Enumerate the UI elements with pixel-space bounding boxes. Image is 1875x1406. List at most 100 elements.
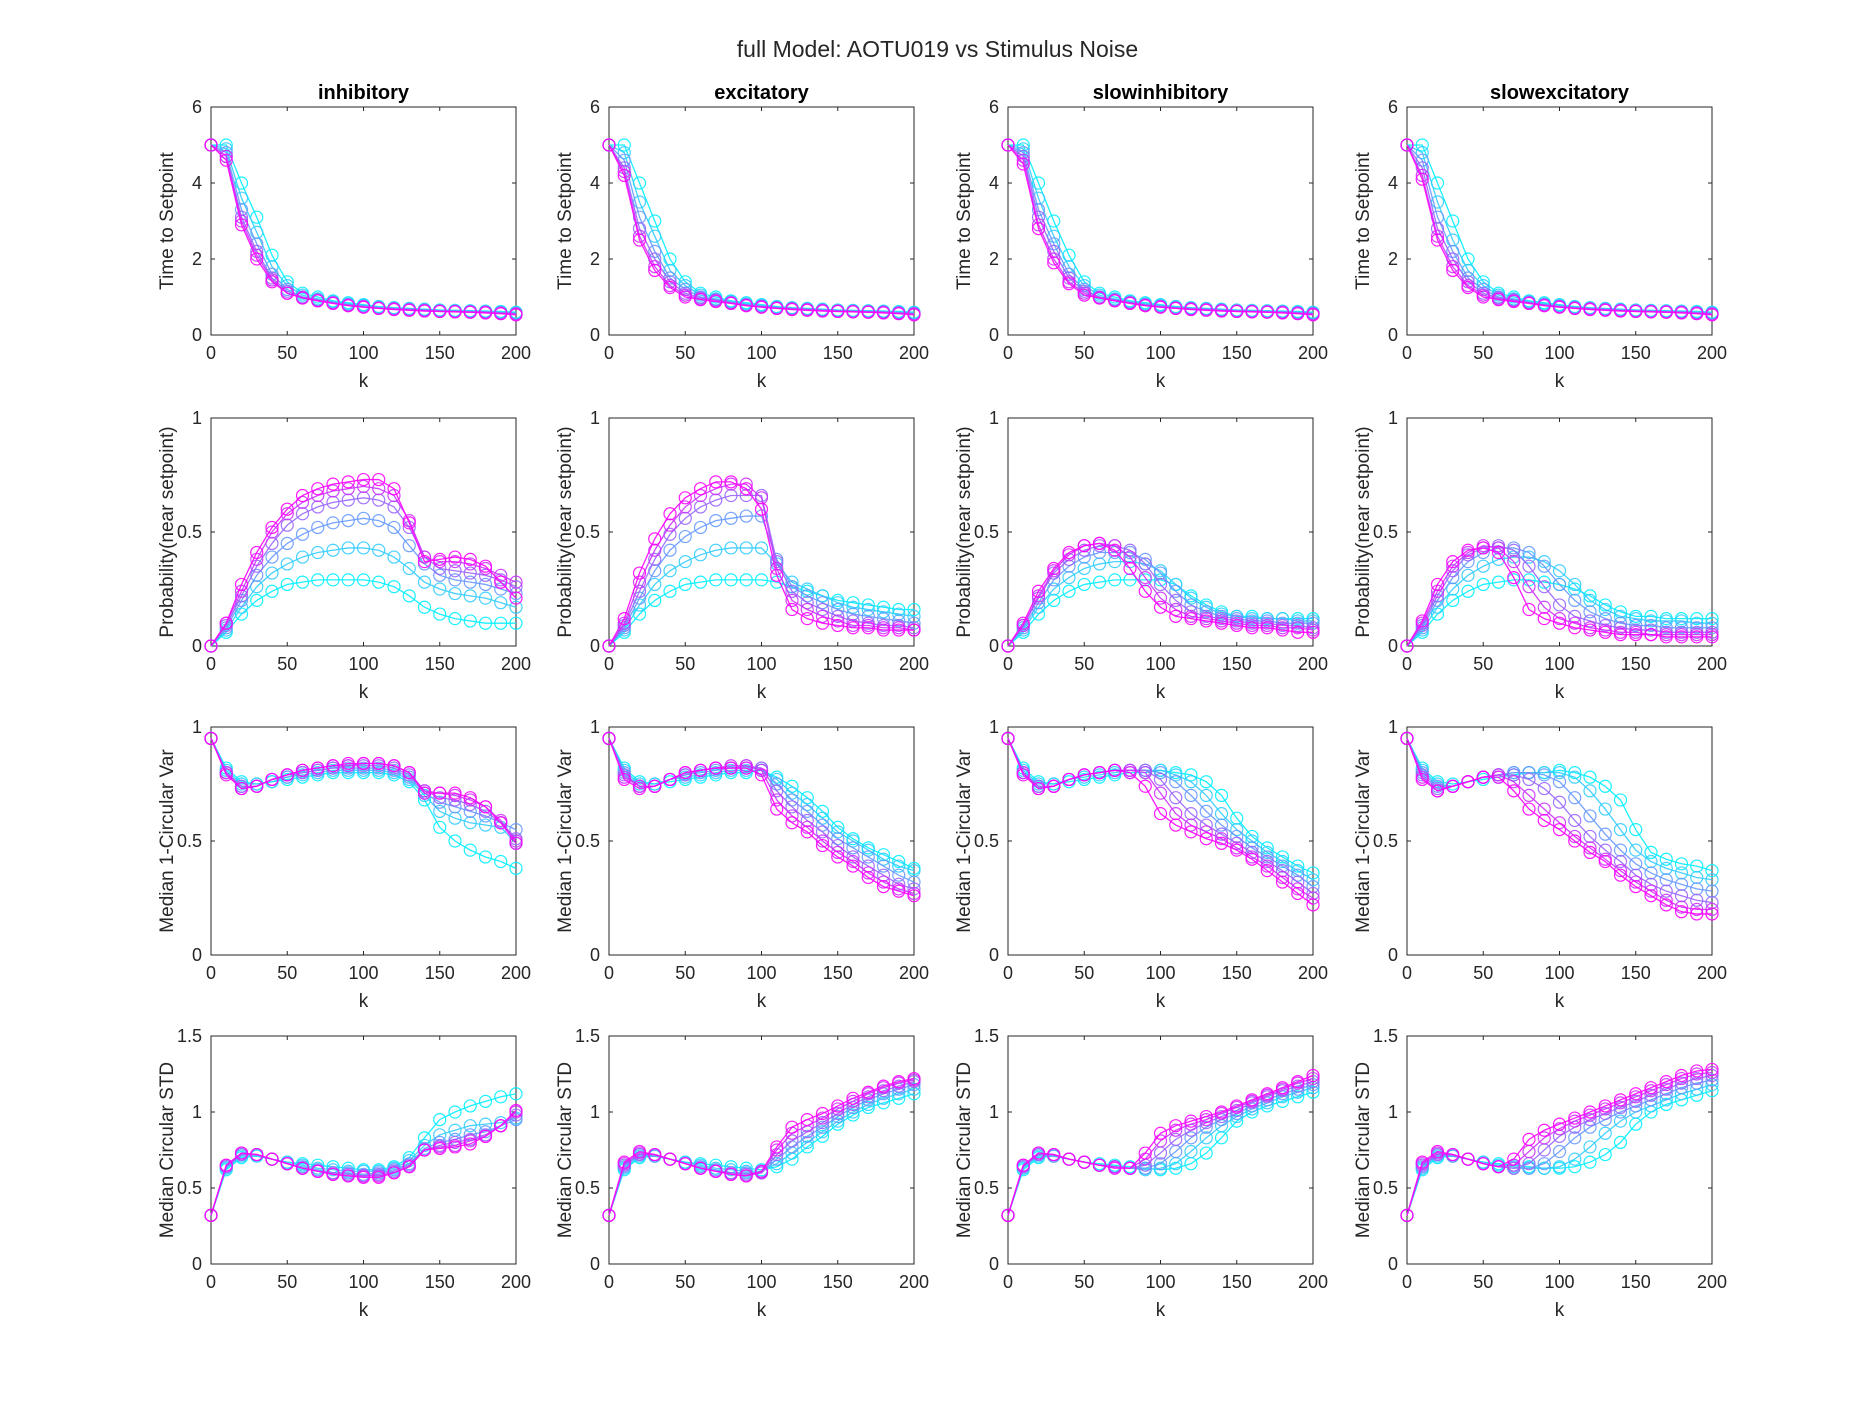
data-point-marker <box>663 252 677 266</box>
y-tick-label: 4 <box>1388 173 1398 193</box>
data-point-marker <box>907 623 921 637</box>
data-point-marker <box>417 786 432 800</box>
data-point-marker <box>1598 1147 1612 1162</box>
data-point-marker <box>417 575 432 589</box>
data-point-marker <box>602 731 616 746</box>
data-point-marker <box>1092 545 1107 560</box>
y-tick-label: 0 <box>590 325 600 345</box>
data-point-marker <box>1062 570 1076 585</box>
data-point-marker <box>372 543 386 557</box>
data-point-marker <box>1123 296 1137 311</box>
data-point-marker <box>1446 214 1460 228</box>
data-point-marker <box>509 575 523 589</box>
data-point-marker <box>295 575 310 589</box>
data-point-marker <box>1522 545 1536 560</box>
data-point-marker <box>1461 775 1475 789</box>
data-point-marker <box>1568 791 1582 805</box>
data-point-marker <box>433 1141 447 1156</box>
x-tick-label: 100 <box>1544 654 1574 674</box>
data-point-marker <box>1613 1093 1628 1107</box>
data-point-marker <box>280 507 294 521</box>
data-point-marker <box>1230 822 1244 837</box>
data-point-marker <box>463 797 477 812</box>
data-point-marker <box>1108 1161 1122 1175</box>
data-point-marker <box>1674 1068 1689 1083</box>
data-point-marker <box>1613 854 1628 869</box>
data-point-marker <box>1092 536 1107 551</box>
data-point-marker <box>739 573 753 587</box>
data-point-marker <box>1184 768 1198 782</box>
x-axis-label: k <box>359 371 369 392</box>
data-point-marker <box>1659 630 1673 644</box>
series-6 <box>602 1071 921 1222</box>
data-point-marker <box>1153 772 1168 787</box>
data-point-marker <box>1583 302 1597 317</box>
data-point-marker <box>648 229 662 243</box>
data-point-marker <box>1568 770 1582 784</box>
data-point-marker <box>494 616 508 630</box>
data-point-marker <box>632 1144 647 1159</box>
data-point-marker <box>311 545 325 560</box>
data-point-marker <box>648 543 662 557</box>
data-point-marker <box>907 889 921 903</box>
data-point-marker <box>678 290 692 304</box>
data-point-marker <box>295 488 310 503</box>
data-point-marker <box>1598 802 1612 816</box>
y-tick-label: 0 <box>590 1254 600 1274</box>
data-point-marker <box>663 280 677 295</box>
data-point-marker <box>1674 877 1689 891</box>
data-point-marker <box>1184 1114 1198 1128</box>
data-point-marker <box>463 1099 477 1113</box>
data-point-marker <box>617 138 631 152</box>
data-point-marker <box>1214 807 1229 821</box>
data-point-marker <box>785 302 799 317</box>
data-point-marker <box>1491 541 1506 555</box>
data-point-marker <box>876 875 891 889</box>
data-point-marker <box>1214 836 1229 850</box>
y-tick-label: 1 <box>1388 717 1398 737</box>
data-point-marker <box>1001 138 1015 152</box>
series-line <box>608 547 915 647</box>
data-point-marker <box>1598 598 1612 612</box>
data-point-marker <box>1199 605 1213 619</box>
data-point-marker <box>892 877 906 891</box>
axes-box <box>1406 106 1713 336</box>
x-tick-label: 100 <box>1145 654 1175 674</box>
data-point-marker <box>326 484 340 498</box>
data-point-marker <box>372 493 386 507</box>
data-point-marker <box>1522 559 1536 573</box>
data-point-marker <box>1644 618 1658 633</box>
data-point-marker <box>1583 1105 1597 1119</box>
data-point-marker <box>1629 822 1643 837</box>
data-point-marker <box>1169 775 1183 789</box>
data-point-marker <box>478 591 493 605</box>
data-point-marker <box>861 870 875 885</box>
data-point-marker <box>892 307 906 321</box>
axes-box <box>1007 106 1314 336</box>
data-point-marker <box>815 1106 830 1121</box>
x-tick-label: 0 <box>206 1272 216 1292</box>
data-point-marker <box>754 300 769 314</box>
data-point-marker <box>1598 1099 1612 1113</box>
data-point-marker <box>494 596 508 610</box>
x-axis-label: k <box>1156 682 1166 703</box>
data-point-marker <box>1077 768 1091 782</box>
data-point-marker <box>861 843 875 857</box>
data-point-marker <box>1184 598 1198 612</box>
data-point-marker <box>280 577 294 592</box>
data-point-marker <box>417 600 432 614</box>
data-point-marker <box>1430 195 1445 209</box>
data-point-marker <box>831 304 845 319</box>
data-point-marker <box>204 138 218 152</box>
data-point-marker <box>1031 1146 1046 1160</box>
data-point-marker <box>448 793 462 807</box>
x-tick-label: 200 <box>501 963 531 983</box>
x-tick-label: 0 <box>604 343 614 363</box>
data-point-marker <box>678 555 692 569</box>
data-point-marker <box>1169 593 1183 608</box>
data-point-marker <box>219 153 233 167</box>
data-point-marker <box>1537 781 1551 796</box>
series-line <box>210 478 517 647</box>
data-point-marker <box>815 825 830 839</box>
data-point-marker <box>1583 809 1597 823</box>
